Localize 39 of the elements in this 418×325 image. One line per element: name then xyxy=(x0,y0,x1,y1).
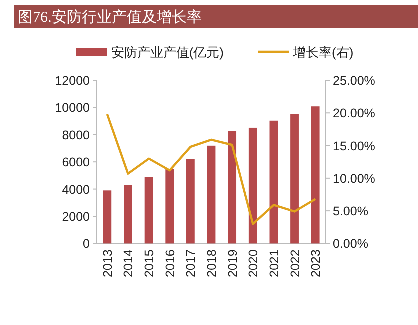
x-tick-label: 2018 xyxy=(205,250,219,278)
y2-tick-label: 5.00% xyxy=(333,204,368,219)
y2-tick-label: 25.00% xyxy=(333,74,376,88)
y2-tick-label: 10.00% xyxy=(333,172,376,186)
bar xyxy=(166,169,174,244)
bar xyxy=(290,114,299,244)
y-tick-label: 6000 xyxy=(62,156,90,170)
y-tick-label: 0 xyxy=(83,237,90,252)
x-tick-label: 2022 xyxy=(288,250,302,278)
x-tick-label: 2015 xyxy=(142,250,157,278)
bar xyxy=(248,128,258,244)
y-tick-label: 10000 xyxy=(55,101,90,116)
legend-label: 增长率(右) xyxy=(292,45,354,60)
y2-tick-label: 0.00% xyxy=(333,237,368,252)
x-tick-label: 2023 xyxy=(309,250,324,278)
x-tick-label: 2014 xyxy=(122,250,136,278)
legend-label: 安防产业产值(亿元) xyxy=(111,45,224,60)
bar xyxy=(186,159,195,244)
y2-tick-label: 20.00% xyxy=(333,106,376,121)
bar xyxy=(103,190,112,244)
x-tick-label: 2019 xyxy=(226,250,240,278)
x-tick-label: 2016 xyxy=(163,250,178,278)
x-tick-label: 2013 xyxy=(100,250,115,278)
bar xyxy=(207,146,216,244)
bar xyxy=(228,131,237,244)
x-tick-label: 2021 xyxy=(267,250,282,278)
y-tick-label: 2000 xyxy=(62,210,90,224)
bar xyxy=(270,120,278,244)
x-tick-label: 2017 xyxy=(184,250,198,278)
y-tick-label: 4000 xyxy=(62,182,90,197)
y-tick-label: 8000 xyxy=(62,128,90,142)
x-tick-label: 2020 xyxy=(246,250,261,278)
bar xyxy=(311,106,320,244)
line-series xyxy=(106,113,317,226)
bar xyxy=(144,177,154,244)
bar xyxy=(124,185,132,244)
y2-tick-label: 15.00% xyxy=(333,139,376,154)
chart-title: 图76.安防行业产值及增长率 xyxy=(18,9,202,26)
y-tick-label: 12000 xyxy=(55,74,90,88)
